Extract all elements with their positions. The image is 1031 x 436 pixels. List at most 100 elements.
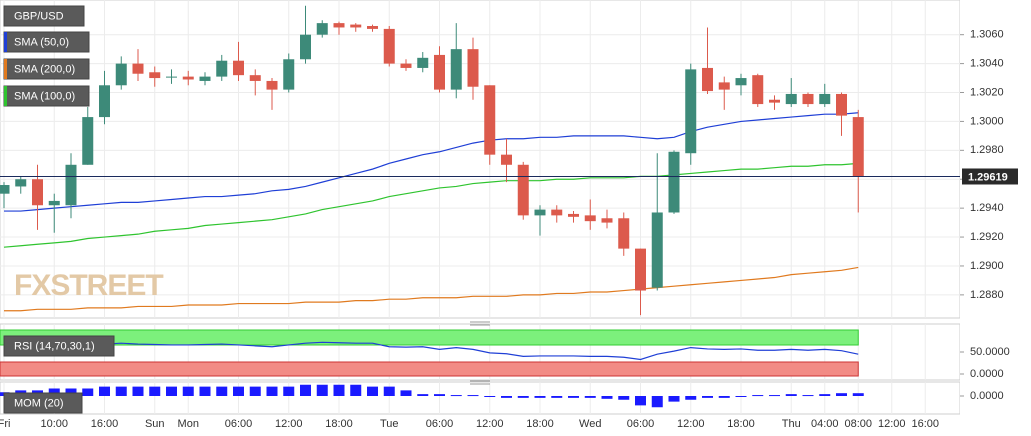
overbought-band bbox=[0, 329, 859, 346]
candle-body bbox=[216, 60, 228, 77]
legend-box bbox=[3, 5, 85, 27]
oversold-band bbox=[0, 361, 859, 377]
x-tick-label: Thu bbox=[782, 418, 801, 430]
candle-body bbox=[350, 24, 362, 28]
candle-body bbox=[300, 34, 311, 60]
momentum-bar bbox=[836, 393, 847, 396]
sma-line bbox=[3, 162, 859, 248]
candle-body bbox=[0, 185, 10, 194]
momentum-bar bbox=[534, 396, 546, 398]
momentum-bar bbox=[333, 384, 345, 396]
momentum-bar bbox=[618, 396, 630, 400]
y-tick-label: 1.3000 bbox=[970, 115, 1004, 127]
momentum-bar bbox=[283, 386, 295, 396]
momentum-bar bbox=[316, 384, 328, 396]
x-tick-label: Wed bbox=[579, 418, 601, 430]
momentum-bar bbox=[450, 395, 462, 397]
momentum-bar bbox=[735, 396, 747, 397]
pane-background bbox=[0, 0, 961, 319]
momentum-bar bbox=[115, 386, 127, 396]
legend-box bbox=[3, 392, 83, 414]
sma-line bbox=[4, 266, 859, 312]
momentum-bar bbox=[216, 386, 228, 396]
candle-body bbox=[316, 23, 328, 35]
momentum-bar bbox=[417, 394, 429, 396]
legend-label: GBP/USD bbox=[14, 10, 64, 22]
momentum-bar bbox=[601, 396, 613, 399]
candle-body bbox=[802, 93, 814, 105]
x-tick-label: Sun bbox=[145, 418, 165, 430]
x-tick-label: 18:00 bbox=[727, 418, 755, 430]
candle-body bbox=[233, 60, 244, 76]
candle-body bbox=[668, 151, 680, 213]
momentum-bar bbox=[819, 394, 831, 396]
candle-body bbox=[149, 72, 161, 79]
candle-body bbox=[702, 67, 713, 92]
candle-body bbox=[501, 154, 512, 165]
watermark: FXSTREET bbox=[14, 269, 163, 302]
candle-body bbox=[249, 75, 261, 81]
price-axis-background bbox=[960, 0, 1031, 436]
x-tick-label: 16:00 bbox=[911, 418, 939, 430]
momentum-bar bbox=[434, 394, 445, 396]
legend-swatch bbox=[4, 59, 7, 79]
momentum-bar bbox=[65, 388, 77, 396]
momentum-bar bbox=[651, 396, 663, 408]
candle-body bbox=[819, 93, 831, 105]
momentum-bar bbox=[668, 396, 680, 402]
momentum-bar bbox=[266, 386, 278, 396]
momentum-bar bbox=[149, 386, 161, 396]
momentum-bar bbox=[852, 393, 864, 396]
candle-body bbox=[367, 26, 378, 29]
candle-body bbox=[82, 117, 94, 165]
indicator-line bbox=[3, 341, 859, 361]
candle-body bbox=[199, 76, 211, 81]
momentum-bar bbox=[752, 395, 764, 397]
candle-body bbox=[584, 215, 596, 222]
y-tick-label: 0.0000 bbox=[970, 390, 1004, 402]
x-tick-label: 08:00 bbox=[844, 418, 872, 430]
momentum-bar bbox=[769, 395, 780, 397]
momentum-bar bbox=[82, 388, 94, 396]
x-tick-label: 16:00 bbox=[91, 418, 119, 430]
momentum-bar bbox=[99, 386, 110, 396]
momentum-bar bbox=[48, 388, 60, 396]
momentum-bar bbox=[467, 395, 479, 397]
sma-line bbox=[4, 112, 859, 212]
candle-body bbox=[517, 164, 529, 216]
momentum-bar bbox=[199, 386, 211, 396]
y-tick-label: 1.2880 bbox=[970, 289, 1004, 301]
legend-box bbox=[3, 335, 115, 357]
momentum-bar bbox=[635, 396, 646, 406]
legend-label: RSI (14,70,30,1) bbox=[14, 340, 95, 352]
candle-body bbox=[132, 63, 144, 74]
momentum-bar bbox=[484, 396, 496, 397]
candle-body bbox=[48, 200, 60, 206]
legend-swatch bbox=[4, 86, 7, 106]
candle-body bbox=[383, 28, 395, 64]
candle-body bbox=[182, 76, 194, 80]
momentum-bar bbox=[584, 396, 596, 398]
candle-body bbox=[769, 99, 780, 103]
momentum-bar bbox=[802, 395, 814, 397]
x-tick-label: 12:00 bbox=[476, 418, 504, 430]
candle-body bbox=[685, 69, 697, 154]
y-tick-label: 1.2900 bbox=[970, 260, 1004, 272]
x-tick-label: 18:00 bbox=[526, 418, 554, 430]
momentum-bar bbox=[383, 386, 395, 396]
y-tick-label: 1.3060 bbox=[970, 29, 1004, 41]
x-tick-label: 12:00 bbox=[878, 418, 906, 430]
candle-body bbox=[534, 209, 546, 216]
momentum-bar bbox=[551, 396, 563, 398]
candle-body bbox=[635, 248, 646, 291]
momentum-bar bbox=[702, 396, 713, 398]
candle-body bbox=[266, 80, 278, 90]
x-tick-label: 10:00 bbox=[40, 418, 68, 430]
x-tick-label: 12:00 bbox=[275, 418, 303, 430]
momentum-bar bbox=[501, 396, 512, 398]
candle-body bbox=[15, 179, 27, 187]
momentum-bar bbox=[166, 386, 177, 396]
x-tick-label: Tue bbox=[380, 418, 399, 430]
momentum-bar bbox=[785, 394, 797, 396]
